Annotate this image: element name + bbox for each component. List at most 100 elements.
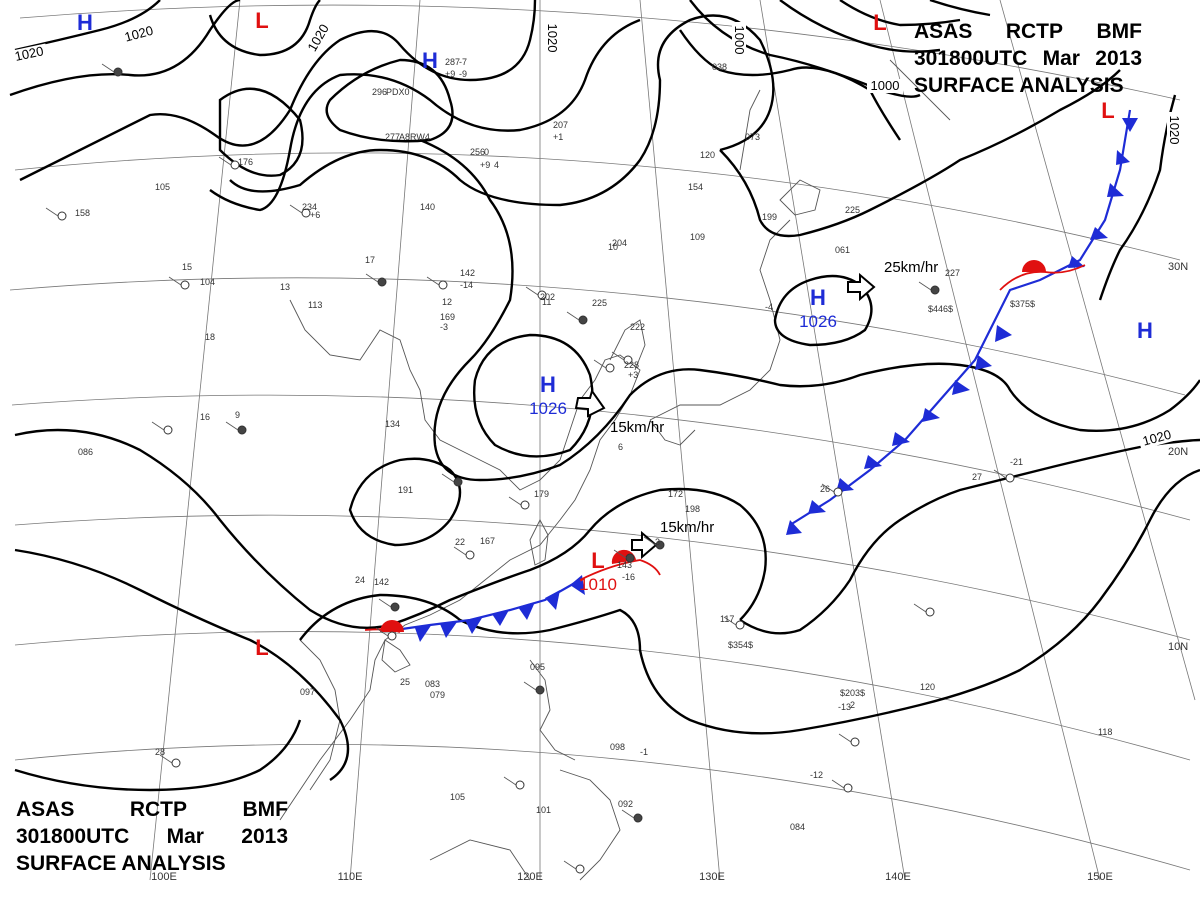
cold-front-barb xyxy=(545,590,560,610)
station-value: 142 xyxy=(374,577,389,587)
station-value: -4 xyxy=(765,302,773,312)
isobar-value-label: 1020 xyxy=(13,43,44,64)
station-label: RCTP xyxy=(1005,20,1064,43)
station-circle xyxy=(843,783,853,793)
cold-front-barb xyxy=(864,455,882,469)
station-value: $375$ xyxy=(1010,299,1035,309)
chart-header-top: ASAS RCTP BMF 301800UTC Mar 2013 SURFACE… xyxy=(914,18,1142,99)
cold-front-barb xyxy=(952,380,970,395)
station-circle xyxy=(633,813,643,823)
station-circle xyxy=(535,685,545,695)
station-value: +1 xyxy=(553,132,563,142)
station-value: 191 xyxy=(398,485,413,495)
high-pressure-center: H xyxy=(540,372,556,397)
station-value: 11 xyxy=(542,297,551,307)
time-label: 301800UTC xyxy=(16,825,130,848)
station-value: 198 xyxy=(685,504,700,514)
isobar xyxy=(348,457,462,547)
station-circle xyxy=(833,487,843,497)
cold-front-barb xyxy=(1107,183,1124,197)
station-value: -3 xyxy=(440,322,448,332)
station-value: 105 xyxy=(155,182,170,192)
station-value: 25 xyxy=(400,677,410,687)
month-label: Mar xyxy=(1042,47,1080,70)
cold-front-barb xyxy=(975,355,992,370)
cold-front-barb xyxy=(1116,150,1130,165)
cold-front-barb xyxy=(492,610,509,626)
wind-barb xyxy=(566,311,580,321)
longitude-label: 140E xyxy=(885,871,911,883)
coordinate-labels: 100E 110E 120E 130E 140E 150E 30N 20N 10N xyxy=(151,261,1188,883)
wind-barb xyxy=(441,473,455,483)
high-pressure-center: H xyxy=(77,10,93,35)
station-value: 9 xyxy=(235,410,240,420)
station-value: 10 xyxy=(608,242,618,252)
station-value: $203$ xyxy=(840,688,865,698)
station-circle xyxy=(515,780,525,790)
station-circle xyxy=(377,277,387,287)
wind-barb xyxy=(563,860,577,870)
station-value: +3 xyxy=(628,370,638,380)
station-value: 134 xyxy=(385,419,400,429)
office-label: ASAS xyxy=(16,798,75,821)
isobar-label-bg xyxy=(545,20,559,56)
station-value: 172 xyxy=(668,489,683,499)
wind-barb xyxy=(159,754,173,764)
station-value: 4 xyxy=(494,160,499,170)
wind-barb xyxy=(913,603,927,613)
cold-front-barb xyxy=(786,520,802,535)
station-value: 287 xyxy=(445,57,460,67)
graticule xyxy=(9,0,1196,881)
month-label: Mar xyxy=(166,825,204,848)
isobar-label-bg xyxy=(303,18,334,58)
isobar xyxy=(929,0,991,17)
station-value: 0 xyxy=(484,147,489,157)
station-label: RCTP xyxy=(129,798,188,821)
wind-barb xyxy=(523,681,537,691)
latitude-line xyxy=(9,277,1186,396)
isobar-value-label: 1020 xyxy=(1141,427,1173,449)
warm-front-semicircle xyxy=(380,620,404,632)
station-value: 120 xyxy=(700,150,715,160)
station-value: 073 xyxy=(745,132,760,142)
station-circle xyxy=(930,285,940,295)
isobar-value-label: 1020 xyxy=(545,24,560,53)
station-value: 16 xyxy=(200,412,210,422)
longitude-label: 100E xyxy=(151,871,177,883)
isobar-label-bg xyxy=(867,79,903,93)
station-value: 109 xyxy=(690,232,705,242)
station-value: 204 xyxy=(612,238,627,248)
isobar xyxy=(19,0,537,182)
station-value: $354$ xyxy=(728,640,753,650)
station-value: 17 xyxy=(365,255,375,265)
station-value: 105 xyxy=(450,792,465,802)
station-value: 28 xyxy=(155,747,165,757)
station-value: 27 xyxy=(972,472,982,482)
station-value: -12 xyxy=(810,770,823,780)
station-value: 2 xyxy=(850,700,855,710)
station-value: 101 xyxy=(536,805,551,815)
movement-speed-label: 15km/hr xyxy=(610,419,664,436)
low-pressure-center: L xyxy=(1101,98,1114,123)
station-value: 142 xyxy=(460,268,475,278)
station-value: 3 xyxy=(655,537,660,547)
station-value: 234 xyxy=(302,202,317,212)
station-value: 167 xyxy=(480,536,495,546)
coastline-kyushu xyxy=(649,419,696,446)
cold-front-barb xyxy=(465,618,482,634)
isobar xyxy=(1098,94,1177,301)
station-value: 084 xyxy=(790,822,805,832)
wind-barb xyxy=(593,359,607,369)
cold-front-barb xyxy=(892,432,910,446)
isobar xyxy=(14,548,350,781)
isobar xyxy=(739,438,1200,635)
longitude-line xyxy=(349,0,421,881)
longitude-line xyxy=(879,0,1101,881)
station-value: 225 xyxy=(592,298,607,308)
cold-front-barb xyxy=(440,622,457,638)
isobar xyxy=(14,428,767,630)
wind-barb xyxy=(453,546,467,556)
station-value: 15 xyxy=(182,262,192,272)
movement-arrows xyxy=(574,272,876,560)
